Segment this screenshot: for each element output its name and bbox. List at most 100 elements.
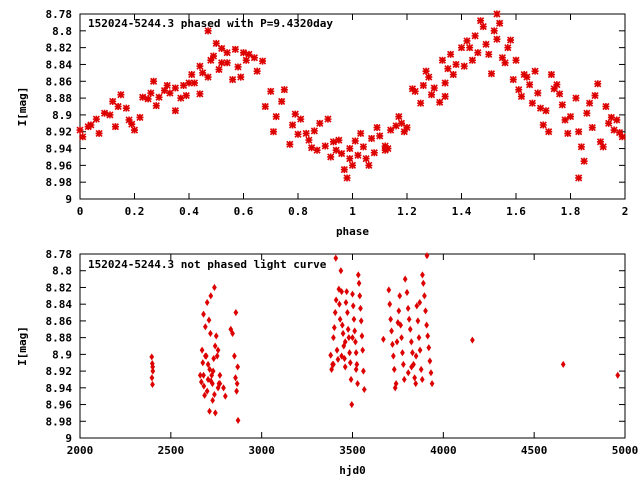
chart-2-data-point [329, 365, 334, 373]
chart-1-data-point [95, 129, 103, 137]
chart-2-data-point [214, 352, 220, 360]
chart-1-data-point [291, 110, 299, 118]
chart-2-data-point [336, 285, 342, 293]
chart-2-data-point [348, 375, 354, 383]
chart-1-data-point [599, 143, 607, 151]
chart-2-data-point [358, 304, 363, 312]
chart-1-data-point [463, 37, 471, 45]
chart-1-data-point [501, 59, 509, 67]
chart-1-data-point [605, 119, 613, 127]
chart-2-data-point [560, 360, 566, 368]
chart-1-data-point [190, 79, 199, 87]
chart-1-x-tick-label: 0.4 [179, 205, 199, 218]
chart-2-data-point [350, 302, 356, 310]
chart-2-data-point [412, 374, 417, 382]
chart-1-data-point [607, 113, 615, 121]
chart-2-data-point [353, 349, 359, 357]
chart-1-data-point [204, 27, 212, 35]
chart-2-data-point [215, 384, 221, 392]
chart-2-y-tick-label: 8.94 [46, 382, 73, 395]
chart-1-x-tick-label: 1.2 [397, 205, 417, 218]
chart-1-data-point [106, 111, 114, 119]
chart-1-data-point [316, 119, 324, 127]
chart-2-x-tick-label: 4500 [521, 444, 548, 457]
chart-2-data-point [398, 321, 404, 329]
chart-1-data-point [239, 49, 248, 57]
chart-1-data-point [223, 49, 231, 57]
chart-1-data-point [583, 109, 591, 117]
chart-2-data-point [347, 349, 352, 357]
chart-2-data-point [425, 332, 431, 340]
chart-1-data-point [171, 107, 179, 115]
chart-2-data-point [417, 298, 423, 307]
chart-2-data-point [217, 371, 223, 379]
chart-1-data-point [109, 97, 117, 106]
chart-1-data-point [321, 142, 329, 150]
chart-2-x-tick-label: 5000 [612, 444, 639, 457]
chart-1-data-point [596, 138, 605, 146]
chart-1-data-point [209, 52, 218, 60]
chart-1-data-point [280, 86, 288, 94]
chart-1-data-point [493, 10, 501, 18]
chart-1-data-point [310, 127, 318, 135]
chart-1-data-point [591, 92, 599, 100]
chart-2-data-point [212, 342, 218, 350]
chart-2-data-point [212, 390, 217, 399]
chart-2-data-point [360, 346, 366, 354]
chart-2-data-point [206, 316, 212, 324]
chart-2-y-tick-label: 8.84 [46, 298, 73, 311]
chart-2-data-point [150, 363, 156, 371]
chart-1-data-point [536, 104, 545, 112]
chart-1-x-tick-label: 2 [622, 205, 629, 218]
chart-1-data-point [218, 59, 226, 67]
chart-2-data-point [342, 363, 348, 371]
chart-1-data-point [177, 94, 185, 102]
chart-1-data-point [466, 44, 474, 52]
chart-1-data-point [288, 121, 297, 129]
chart-2-data-point [409, 363, 414, 371]
chart-1-data-point [229, 76, 237, 84]
chart-2-data-point [355, 271, 361, 279]
chart-1-data-point [376, 132, 384, 140]
chart-2-data-point [332, 309, 338, 317]
chart-2-y-axis-label: I[mag] [16, 326, 29, 366]
chart-2-data-point [392, 384, 398, 392]
chart-2-data-point [393, 380, 399, 388]
chart-1-data-point [490, 27, 498, 35]
chart-1-x-tick-label: 1.4 [452, 205, 472, 218]
chart-1-y-axis-label: I[mag] [16, 87, 29, 127]
chart-1-data-point [150, 77, 158, 85]
chart-2-data-point [391, 352, 396, 360]
chart-1-data-point [259, 57, 267, 65]
chart-1-data-point [357, 129, 365, 137]
chart-1-data-point [425, 73, 433, 81]
chart-1-data-point [588, 123, 596, 132]
chart-2-data-point [333, 254, 339, 262]
chart-1-data-point [577, 143, 585, 151]
chart-2-data-point [201, 371, 206, 379]
chart-1-y-tick-label: 9 [65, 193, 72, 206]
chart-1-data-point [447, 50, 455, 58]
chart-2-data-point [413, 380, 419, 388]
chart-2-data-point [387, 300, 393, 308]
chart-2-data-point [410, 349, 415, 357]
chart-2-data-point [202, 352, 208, 360]
chart-2-data-point [339, 352, 344, 360]
chart-2-data-point [228, 325, 234, 333]
chart-2-x-tick-label: 3500 [339, 444, 366, 457]
chart-1-data-point [128, 120, 136, 128]
chart-2-data-point [399, 334, 404, 342]
chart-2-data-point [401, 375, 407, 383]
chart-2-data-point [345, 309, 350, 317]
chart-1-data-point [166, 89, 174, 97]
chart-1-data-point [125, 116, 133, 124]
chart-1-data-point [242, 56, 250, 64]
chart-2-data-point [199, 346, 205, 354]
chart-2-data-point [346, 334, 352, 342]
chart-1-data-point [564, 129, 572, 137]
chart-1-data-point [79, 133, 87, 141]
chart-2-data-point [388, 315, 394, 323]
chart-1-data-point [155, 93, 163, 101]
chart-2-data-point [391, 365, 397, 373]
